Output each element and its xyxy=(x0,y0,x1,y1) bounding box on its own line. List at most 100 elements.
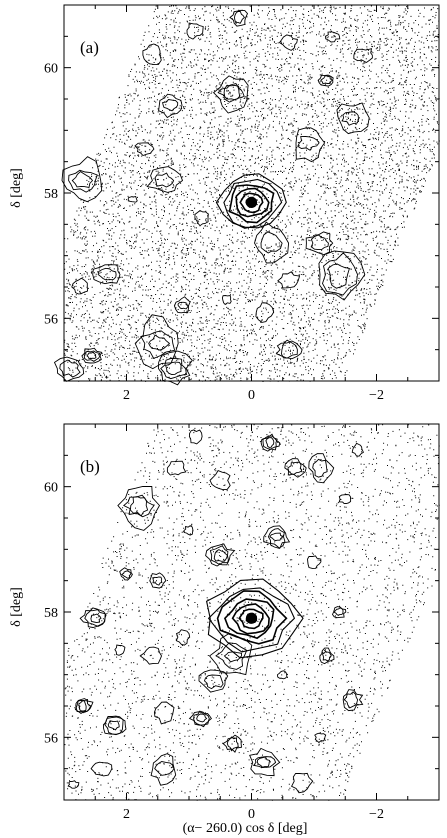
contour-knot xyxy=(277,271,301,289)
contour-knot xyxy=(223,84,241,101)
contour-main xyxy=(231,603,270,635)
tick-labels-b: 2 0 −2 56 58 60 xyxy=(44,481,384,822)
contour-knot xyxy=(198,669,229,693)
contour-knot xyxy=(325,31,341,43)
x-tick-label: 0 xyxy=(248,388,255,403)
contour-knot xyxy=(281,339,298,359)
contour-knot xyxy=(107,720,120,731)
contour-main xyxy=(228,184,275,224)
contour-knot xyxy=(265,437,275,448)
contour-knot xyxy=(215,642,248,670)
contour-knot xyxy=(129,496,149,517)
contour-knot xyxy=(305,231,334,256)
contour-knot xyxy=(226,736,239,752)
contour-knot xyxy=(67,780,80,789)
contour-knot xyxy=(166,460,187,476)
panel-label-b: (b) xyxy=(80,457,100,476)
plot-frame-a xyxy=(63,4,440,382)
x-tick-label: −2 xyxy=(369,388,384,403)
contour-knot xyxy=(127,195,138,203)
contour-main xyxy=(239,192,264,214)
contour-knot xyxy=(196,713,208,723)
contour-knot xyxy=(186,22,204,40)
contour-knot xyxy=(188,711,213,726)
contour-knot xyxy=(139,646,162,665)
contour-knot xyxy=(351,442,364,457)
contour-knot xyxy=(353,48,373,64)
contour-knot xyxy=(317,74,334,87)
contour-knot xyxy=(148,334,171,351)
contour-knot xyxy=(320,75,334,84)
contour-knot xyxy=(295,127,326,163)
contour-knot xyxy=(319,647,335,665)
y-tick-label: 58 xyxy=(44,606,58,621)
y-tick-label: 56 xyxy=(44,731,58,746)
contour-knot xyxy=(229,9,249,27)
contour-knot xyxy=(146,166,184,193)
contour-knot xyxy=(68,169,98,193)
contour-knot xyxy=(78,699,87,712)
contour-knot xyxy=(203,674,224,690)
contour-main xyxy=(207,587,296,653)
contour-knot xyxy=(53,356,85,382)
contour-knot xyxy=(153,701,175,725)
panel-a: 2 0 −2 56 58 60 (a) δ [deg] xyxy=(9,4,440,403)
contour-knot xyxy=(209,545,229,566)
contour-knot xyxy=(173,296,191,314)
contour-knot xyxy=(119,567,133,581)
contour-knot xyxy=(183,525,194,536)
contour-knot xyxy=(336,102,370,135)
contour-knot xyxy=(297,136,320,151)
contour-knot xyxy=(234,10,245,24)
contour-knot xyxy=(223,651,242,663)
x-tick-label: 0 xyxy=(248,807,255,822)
panel-b: 2 0 −2 56 58 60 (b) δ [deg] xyxy=(9,423,440,822)
x-tick-label: 2 xyxy=(123,388,130,403)
contour-main xyxy=(235,187,270,218)
contour-knot xyxy=(269,532,284,542)
plot-frame-b xyxy=(63,423,440,801)
contour-knot xyxy=(149,572,167,589)
y-tick-label: 60 xyxy=(44,62,58,77)
contour-knot xyxy=(310,234,329,251)
contour-knot xyxy=(212,75,249,114)
contour-knot xyxy=(71,171,94,189)
contour-knot xyxy=(157,350,193,386)
contour-knot xyxy=(160,357,187,380)
contour-knot xyxy=(213,549,229,562)
y-axis-label-a: δ [deg] xyxy=(9,168,24,208)
contour-knot xyxy=(217,82,245,103)
y-axis-label-b: δ [deg] xyxy=(9,587,24,627)
contour-knot xyxy=(312,458,328,478)
panel-label-a: (a) xyxy=(80,38,99,57)
x-axis-label: (α− 260.0) cos δ [deg] xyxy=(183,821,308,836)
contour-knot xyxy=(263,525,291,550)
contour-knot xyxy=(92,264,121,285)
contour-knot xyxy=(308,453,335,484)
contour-knot xyxy=(209,470,231,490)
contour-main xyxy=(223,598,275,640)
contour-knot xyxy=(140,330,176,359)
contour-core xyxy=(245,612,258,624)
contour-knot xyxy=(221,294,232,306)
contour-knot xyxy=(321,651,332,662)
contour-knot xyxy=(165,361,182,375)
contour-main xyxy=(215,173,287,229)
contour-knot xyxy=(175,629,191,646)
contour-knot xyxy=(188,429,203,445)
contour-knot xyxy=(222,734,242,753)
contour-knot xyxy=(154,761,175,776)
contour-knot xyxy=(327,263,350,289)
contour-core xyxy=(245,196,258,209)
contour-knot xyxy=(333,607,344,616)
contour-main xyxy=(238,608,264,630)
contour-knot xyxy=(255,302,275,323)
contour-main xyxy=(216,590,288,645)
contour-knot xyxy=(79,609,107,627)
contour-knot xyxy=(104,715,124,736)
contour-knot xyxy=(290,772,314,794)
contour-group-a xyxy=(53,9,373,386)
scatter-points xyxy=(64,5,440,382)
scatter-points-a xyxy=(64,5,440,382)
